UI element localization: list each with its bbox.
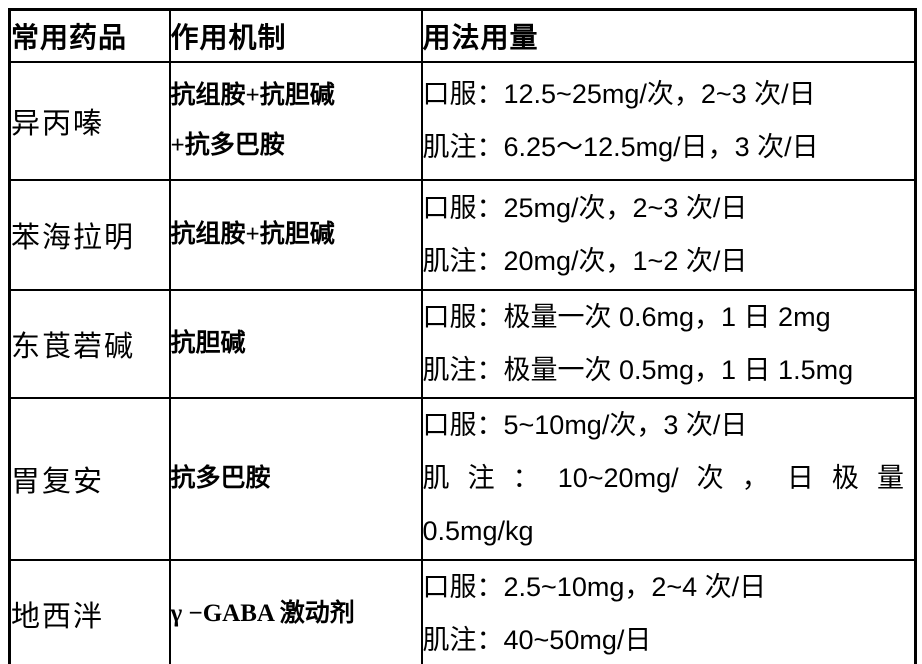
table-header-row: 常用药品 作用机制 用法用量 <box>8 8 917 63</box>
drug-name: 异丙嗪 <box>8 60 171 181</box>
mechanism-cell: 抗组胺+抗胆碱 <box>168 178 423 291</box>
drug-table: 常用药品 作用机制 用法用量 异丙嗪 抗组胺+抗胆碱 +抗多巴胺 口服：12.5… <box>8 8 917 664</box>
mechanism-cell: 抗组胺+抗胆碱 +抗多巴胺 <box>168 60 423 181</box>
table-row: 胃复安 抗多巴胺 口服：5~10mg/次，3 次/日 肌注：10~20mg/次，… <box>8 396 917 561</box>
drug-name: 苯海拉明 <box>8 178 171 291</box>
table-row: 地西泮 γ −GABA 激动剂 口服：2.5~10mg，2~4 次/日 肌注：4… <box>8 558 917 664</box>
mechanism-cell: 抗胆碱 <box>168 288 423 399</box>
dosage-line: 口服：极量一次 0.6mg，1 日 2mg <box>422 301 831 332</box>
dosage-cell: 口服：5~10mg/次，3 次/日 肌注：10~20mg/次，日极量 0.5mg… <box>420 396 917 561</box>
mechanism-line: γ −GABA 激动剂 <box>170 599 355 627</box>
header-mechanism: 作用机制 <box>168 8 423 63</box>
drug-name: 东莨菪碱 <box>8 288 171 399</box>
dosage-cell: 口服：12.5~25mg/次，2~3 次/日 肌注：6.25～12.5mg/日，… <box>420 60 917 181</box>
mechanism-cell: γ −GABA 激动剂 <box>168 558 423 664</box>
dosage-line: 口服：2.5~10mg，2~4 次/日 <box>422 571 767 602</box>
mechanism-line: 抗组胺+抗胆碱 <box>170 220 335 248</box>
dosage-line: 肌注：极量一次 0.5mg，1 日 1.5mg <box>422 354 854 385</box>
drug-name: 地西泮 <box>8 558 171 664</box>
table-row: 异丙嗪 抗组胺+抗胆碱 +抗多巴胺 口服：12.5~25mg/次，2~3 次/日… <box>8 60 917 181</box>
mechanism-line: +抗多巴胺 <box>170 131 285 159</box>
dosage-line: 0.5mg/kg <box>422 516 534 546</box>
mechanism-cell: 抗多巴胺 <box>168 396 423 561</box>
table-row: 苯海拉明 抗组胺+抗胆碱 口服：25mg/次，2~3 次/日 肌注：20mg/次… <box>8 178 917 291</box>
header-drug: 常用药品 <box>8 8 171 63</box>
mechanism-line: 抗胆碱 <box>170 329 246 357</box>
dosage-line: 肌注：6.25～12.5mg/日，3 次/日 <box>422 131 819 162</box>
dosage-cell: 口服：2.5~10mg，2~4 次/日 肌注：40~50mg/日 <box>420 558 917 664</box>
dosage-line: 肌注：20mg/次，1~2 次/日 <box>422 245 748 276</box>
dosage-cell: 口服：极量一次 0.6mg，1 日 2mg 肌注：极量一次 0.5mg，1 日 … <box>420 288 917 399</box>
dosage-cell: 口服：25mg/次，2~3 次/日 肌注：20mg/次，1~2 次/日 <box>420 178 917 291</box>
header-dosage: 用法用量 <box>420 8 917 63</box>
mechanism-line: 抗组胺+抗胆碱 <box>170 81 335 109</box>
dosage-line: 口服：5~10mg/次，3 次/日 <box>422 410 748 440</box>
dosage-line: 口服：12.5~25mg/次，2~3 次/日 <box>422 78 816 109</box>
drug-name: 胃复安 <box>8 396 171 561</box>
dosage-line: 肌注：10~20mg/次，日极量 <box>422 463 905 493</box>
dosage-line: 口服：25mg/次，2~3 次/日 <box>422 192 748 223</box>
table-row: 东莨菪碱 抗胆碱 口服：极量一次 0.6mg，1 日 2mg 肌注：极量一次 0… <box>8 288 917 399</box>
dosage-line: 肌注：40~50mg/日 <box>422 624 652 655</box>
mechanism-line: 抗多巴胺 <box>170 464 271 492</box>
